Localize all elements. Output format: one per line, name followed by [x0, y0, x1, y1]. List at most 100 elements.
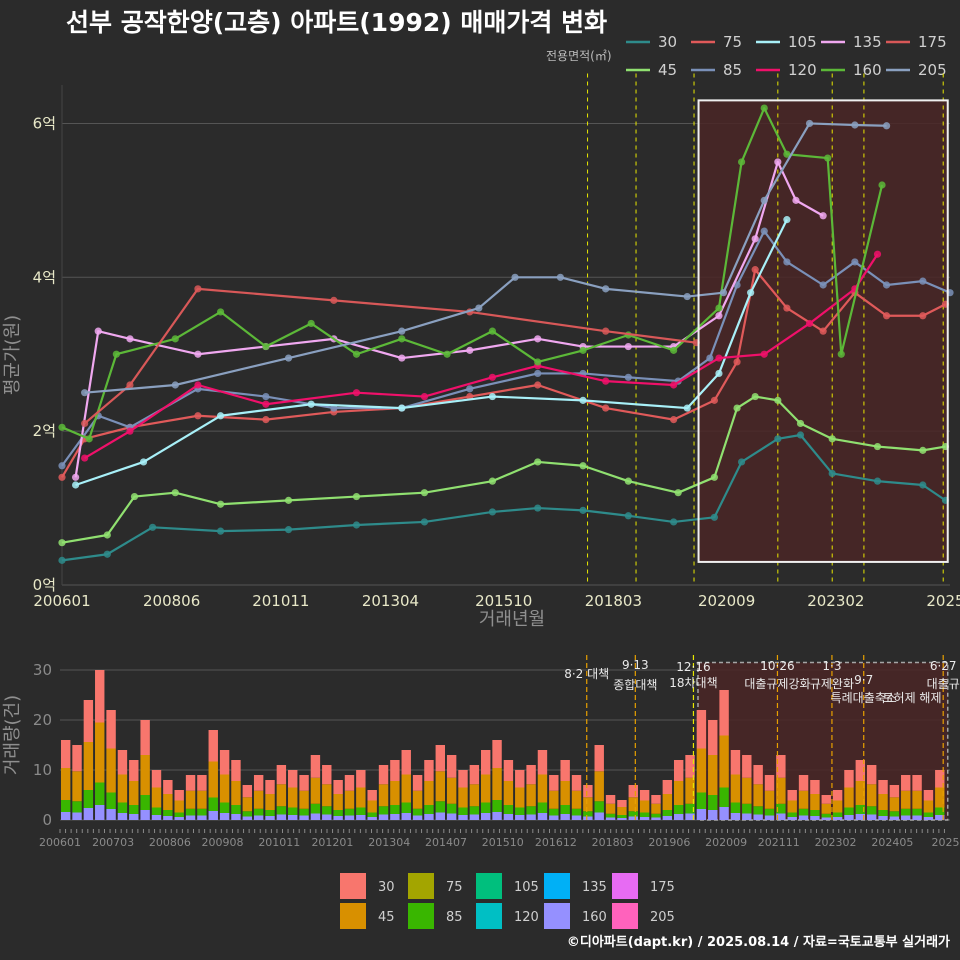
volume-bar-segment	[117, 813, 128, 820]
series-point-30	[58, 556, 66, 564]
volume-bar-segment	[730, 802, 741, 813]
series-point-160	[443, 350, 451, 358]
volume-bar-segment	[412, 790, 423, 809]
volume-bar-segment	[185, 775, 196, 791]
series-30	[58, 431, 950, 564]
volume-bar-segment	[594, 745, 604, 772]
price-x-tick-label: 200601	[33, 592, 90, 610]
series-point-30	[420, 518, 429, 526]
volume-bar-segment	[344, 775, 355, 791]
policy-date: 12·16	[676, 660, 710, 674]
volume-bar-segment	[571, 815, 582, 820]
volume-bar-segment	[72, 812, 82, 820]
volume-bar-segment	[742, 755, 752, 778]
series-point-45	[710, 473, 719, 481]
series-point-205	[398, 327, 406, 335]
volume-bar-segment	[106, 809, 116, 820]
series-75	[58, 266, 950, 481]
volume-x-tick-label: 201612	[535, 836, 577, 849]
series-point-85	[466, 385, 474, 393]
volume-bar-segment	[356, 815, 366, 820]
volume-bar-segment	[901, 815, 911, 820]
volume-bar-segment	[844, 807, 854, 815]
volume-bar	[344, 775, 355, 820]
volume-bar-segment	[219, 750, 230, 775]
volume-legend-label: 120	[514, 910, 539, 925]
volume-bar-segment	[151, 807, 162, 815]
series-point-135	[819, 212, 827, 220]
volume-x-tick-label: 201201	[311, 836, 353, 849]
volume-bar-segment	[560, 805, 570, 814]
volume-bar-segment	[390, 781, 400, 805]
volume-bar-segment	[95, 805, 105, 820]
volume-bar-segment	[912, 808, 922, 816]
series-point-85	[760, 227, 768, 235]
series-105	[71, 216, 791, 489]
series-point-160	[783, 150, 791, 158]
series-point-45	[103, 531, 111, 539]
volume-bar	[458, 770, 468, 820]
volume-bar-segment	[878, 780, 888, 794]
volume-bar-segment	[832, 817, 843, 820]
volume-bar-segment	[639, 800, 650, 813]
series-point-45	[733, 404, 741, 412]
volume-bar-segment	[696, 710, 707, 749]
volume-bar-segment	[832, 790, 843, 801]
series-point-135	[792, 196, 800, 204]
volume-bar-segment	[537, 802, 548, 813]
volume-bar	[889, 785, 900, 820]
series-point-120	[488, 373, 497, 381]
volume-bar-segment	[435, 745, 445, 772]
volume-legend-label: 75	[446, 880, 463, 895]
series-point-30	[828, 469, 836, 478]
volume-bar-segment	[549, 815, 559, 820]
series-point-120	[126, 427, 134, 435]
volume-legend-label: 45	[378, 910, 395, 925]
volume-bar-segment	[526, 765, 536, 785]
volume-bar-segment	[730, 813, 741, 820]
volume-legend-label: 30	[378, 880, 395, 895]
volume-bar-segment	[129, 781, 139, 805]
volume-legend-item-205: 205	[612, 903, 675, 929]
series-point-135	[194, 350, 202, 358]
series-point-160	[579, 346, 587, 354]
volume-bar-segment	[276, 784, 287, 807]
series-point-160	[352, 350, 361, 358]
legend-item-205: 205	[886, 61, 947, 79]
volume-bar-segment	[458, 815, 468, 820]
volume-bar-segment	[95, 782, 105, 805]
policy-date: 10·26	[760, 659, 794, 673]
volume-legend-swatch	[340, 903, 366, 929]
volume-x-tick-label: 201803	[592, 836, 634, 849]
volume-bar-segment	[299, 790, 309, 809]
series-point-75	[534, 381, 542, 389]
volume-bar	[390, 760, 400, 820]
series-point-75	[194, 412, 202, 420]
volume-bar-segment	[322, 806, 332, 815]
series-point-160	[760, 104, 768, 112]
volume-bar-segment	[344, 808, 355, 816]
volume-bar-segment	[776, 813, 786, 820]
series-point-30	[103, 550, 111, 558]
volume-bar-segment	[673, 805, 684, 814]
volume-bar-segment	[117, 750, 128, 775]
volume-bar-segment	[923, 817, 934, 820]
volume-bar-segment	[549, 808, 559, 816]
volume-bar-segment	[662, 780, 673, 794]
series-point-45	[873, 442, 882, 451]
series-point-105	[715, 369, 723, 378]
volume-bar-segment	[764, 808, 775, 816]
volume-bar-segment	[197, 790, 207, 809]
volume-bar	[208, 730, 218, 820]
volume-bar	[798, 775, 809, 820]
volume-bar	[617, 800, 627, 820]
series-point-45	[352, 492, 361, 501]
volume-bar-segment	[719, 787, 729, 807]
volume-bar-segment	[446, 803, 457, 814]
volume-bar-segment	[912, 775, 922, 791]
volume-bar-segment	[605, 795, 616, 804]
series-point-30	[796, 431, 805, 439]
volume-bar-segment	[310, 777, 321, 804]
volume-bar-segment	[776, 777, 786, 804]
